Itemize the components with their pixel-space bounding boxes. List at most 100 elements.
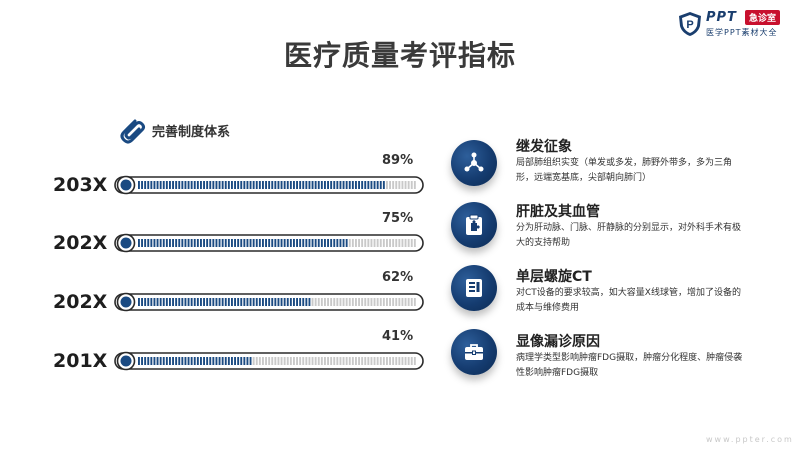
bar-fill-stripe	[203, 239, 205, 247]
brand-logo: P PPT 急诊室 医学PPT素材大全	[678, 9, 793, 39]
bar-fill-stripe	[237, 298, 240, 306]
bar-fill-stripe	[153, 239, 156, 247]
bar-empty-stripe	[271, 357, 274, 365]
bar-fill-stripe	[175, 357, 178, 365]
bar-fill-stripe	[138, 239, 140, 247]
bar-fill-stripe	[215, 298, 218, 306]
bar-fill-stripe	[178, 357, 181, 365]
progress-bar	[114, 351, 424, 371]
bar-fill-stripe	[289, 239, 292, 247]
bar-fill-stripe	[268, 239, 271, 247]
bar-empty-stripe	[404, 181, 407, 189]
bar-fill-stripe	[302, 298, 305, 306]
bar-fill-stripe	[286, 181, 289, 189]
year-label: 202X	[53, 232, 108, 254]
bar-empty-stripe	[389, 181, 391, 189]
bar-empty-stripe	[410, 239, 413, 247]
bar-fill-stripe	[367, 181, 370, 189]
bar-empty-stripe	[274, 357, 277, 365]
bar-fill-stripe	[336, 181, 339, 189]
bar-empty-stripe	[333, 357, 336, 365]
bar-fill-stripe	[147, 181, 150, 189]
bar-fill-stripe	[265, 298, 267, 306]
bar-fill-stripe	[162, 181, 165, 189]
bar-empty-stripe	[401, 298, 404, 306]
bar-empty-stripe	[395, 181, 398, 189]
brand-tagline: 医学PPT素材大全	[706, 28, 778, 37]
bar-fill-stripe	[162, 239, 165, 247]
bar-fill-stripe	[190, 239, 193, 247]
bar-fill-stripe	[311, 181, 314, 189]
bar-fill-stripe	[336, 239, 339, 247]
bar-fill-stripe	[141, 298, 143, 306]
brand-name: PPT	[706, 10, 737, 25]
bar-empty-stripe	[407, 239, 410, 247]
bar-empty-stripe	[305, 357, 308, 365]
bar-fill-stripe	[348, 181, 351, 189]
bar-fill-stripe	[144, 239, 147, 247]
bar-empty-stripe	[379, 239, 382, 247]
bar-fill-stripe	[299, 239, 302, 247]
bar-fill-stripe	[314, 181, 317, 189]
bar-fill-stripe	[296, 298, 298, 306]
bar-empty-stripe	[392, 357, 395, 365]
bar-fill-stripe	[184, 239, 187, 247]
bar-empty-stripe	[355, 239, 357, 247]
bar-empty-stripe	[262, 357, 264, 365]
year-label: 202X	[53, 291, 108, 313]
bar-fill-stripe	[382, 181, 385, 189]
year-label: 203X	[53, 174, 108, 196]
page-title: 医疗质量考评指标	[283, 39, 516, 72]
bar-fill-stripe	[165, 181, 168, 189]
bar-empty-stripe	[370, 239, 373, 247]
bar-empty-stripe	[327, 357, 329, 365]
bar-fill-stripe	[243, 357, 246, 365]
bar-fill-stripe	[200, 181, 202, 189]
bar-fill-stripe	[218, 298, 221, 306]
bar-fill-stripe	[193, 239, 196, 247]
bar-fill-stripe	[156, 181, 159, 189]
bar-fill-stripe	[193, 357, 196, 365]
bar-fill-stripe	[252, 298, 255, 306]
year-label: 201X	[53, 350, 108, 372]
bar-fill-stripe	[376, 181, 379, 189]
bar-fill-stripe	[283, 239, 286, 247]
bar-empty-stripe	[258, 357, 261, 365]
bar-fill-stripe	[265, 181, 267, 189]
shield-logo-icon: P	[679, 12, 701, 36]
bar-fill-stripe	[224, 181, 227, 189]
bar-fill-stripe	[144, 298, 147, 306]
bar-fill-stripe	[141, 181, 143, 189]
bar-fill-stripe	[190, 181, 193, 189]
bar-empty-stripe	[407, 181, 410, 189]
bar-fill-stripe	[165, 298, 168, 306]
bar-fill-stripe	[255, 181, 258, 189]
paperclip-icon	[120, 119, 145, 144]
bar-fill-stripe	[175, 181, 178, 189]
bar-empty-stripe	[314, 298, 317, 306]
bar-fill-stripe	[237, 181, 240, 189]
bar-fill-stripe	[224, 357, 227, 365]
bar-empty-stripe	[268, 357, 271, 365]
bar-empty-stripe	[345, 298, 348, 306]
bar-empty-stripe	[395, 357, 398, 365]
bar-fill-stripe	[169, 298, 171, 306]
bar-fill-stripe	[215, 357, 218, 365]
bar-fill-stripe	[258, 298, 261, 306]
bar-fill-stripe	[299, 298, 302, 306]
bar-fill-stripe	[324, 239, 326, 247]
bar-fill-stripe	[227, 357, 230, 365]
bar-fill-stripe	[193, 298, 196, 306]
bar-empty-stripe	[367, 298, 370, 306]
bar-fill-stripe	[330, 239, 333, 247]
bar-fill-stripe	[271, 298, 274, 306]
molecule-icon	[464, 152, 484, 172]
bar-fill-stripe	[203, 181, 205, 189]
bar-empty-stripe	[373, 357, 376, 365]
briefcase-icon	[465, 344, 483, 360]
bar-empty-stripe	[386, 181, 388, 189]
bar-empty-stripe	[364, 357, 367, 365]
bar-fill-stripe	[218, 239, 221, 247]
bar-empty-stripe	[296, 357, 298, 365]
bar-fill-stripe	[221, 239, 224, 247]
